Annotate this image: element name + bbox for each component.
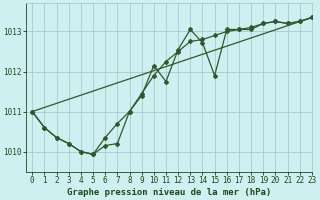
X-axis label: Graphe pression niveau de la mer (hPa): Graphe pression niveau de la mer (hPa) [67,188,271,197]
